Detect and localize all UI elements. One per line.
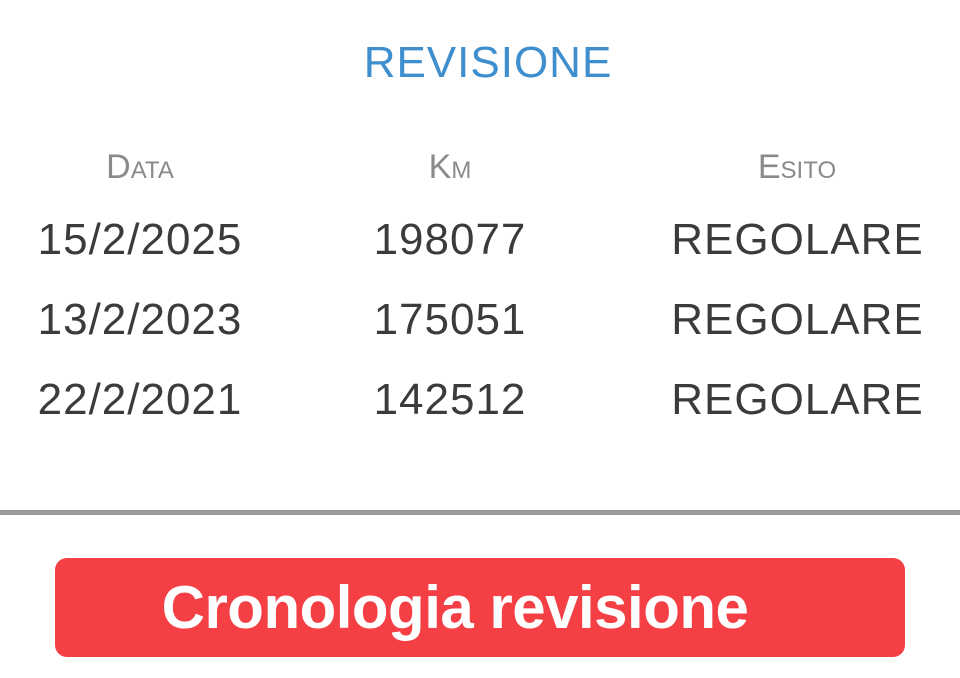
- date-cell: 22/2/2021: [37, 375, 243, 424]
- result-cell: REGOLARE: [671, 215, 924, 264]
- revision-history-label: Cronologia revisione: [161, 574, 749, 641]
- km-cell: 198077: [373, 215, 527, 264]
- section-title: REVISIONE: [363, 38, 613, 87]
- revision-history-button[interactable]: Cronologia revisione: [55, 558, 905, 657]
- column-header-km: Km: [428, 148, 472, 186]
- result-cell: REGOLARE: [671, 295, 924, 344]
- column-header-data: Data: [106, 148, 174, 186]
- result-cell: REGOLARE: [671, 375, 924, 424]
- divider: [0, 510, 960, 515]
- km-cell: 175051: [373, 295, 527, 344]
- column-header-esito: Esito: [757, 148, 837, 186]
- km-cell: 142512: [373, 375, 527, 424]
- date-cell: 13/2/2023: [37, 295, 243, 344]
- date-cell: 15/2/2025: [37, 215, 243, 264]
